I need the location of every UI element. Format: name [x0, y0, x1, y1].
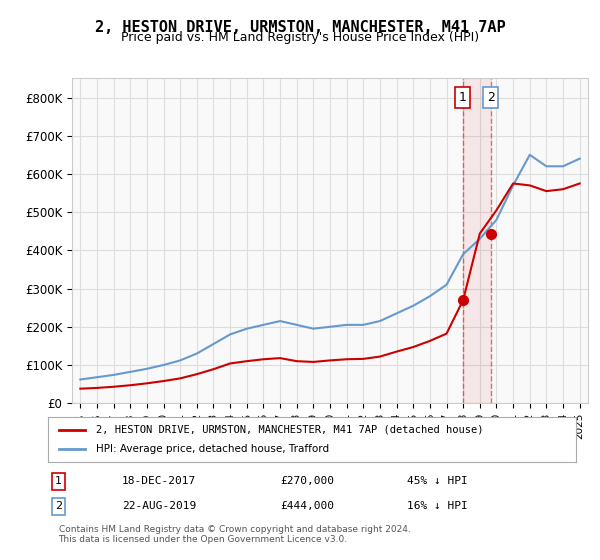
- Text: 2: 2: [487, 91, 494, 104]
- Text: 2: 2: [55, 501, 62, 511]
- Text: 22-AUG-2019: 22-AUG-2019: [122, 501, 196, 511]
- Text: 18-DEC-2017: 18-DEC-2017: [122, 477, 196, 487]
- Text: 1: 1: [55, 477, 62, 487]
- Text: HPI: Average price, detached house, Trafford: HPI: Average price, detached house, Traf…: [95, 445, 329, 455]
- Text: 2, HESTON DRIVE, URMSTON, MANCHESTER, M41 7AP: 2, HESTON DRIVE, URMSTON, MANCHESTER, M4…: [95, 20, 505, 35]
- Text: £270,000: £270,000: [280, 477, 334, 487]
- Text: 1: 1: [459, 91, 467, 104]
- Text: 16% ↓ HPI: 16% ↓ HPI: [407, 501, 468, 511]
- Text: 45% ↓ HPI: 45% ↓ HPI: [407, 477, 468, 487]
- Bar: [463, 78, 491, 403]
- Text: 2, HESTON DRIVE, URMSTON, MANCHESTER, M41 7AP (detached house): 2, HESTON DRIVE, URMSTON, MANCHESTER, M4…: [95, 424, 483, 435]
- Text: £444,000: £444,000: [280, 501, 334, 511]
- Text: Price paid vs. HM Land Registry's House Price Index (HPI): Price paid vs. HM Land Registry's House …: [121, 31, 479, 44]
- Text: Contains HM Land Registry data © Crown copyright and database right 2024.
This d: Contains HM Land Registry data © Crown c…: [59, 525, 410, 544]
